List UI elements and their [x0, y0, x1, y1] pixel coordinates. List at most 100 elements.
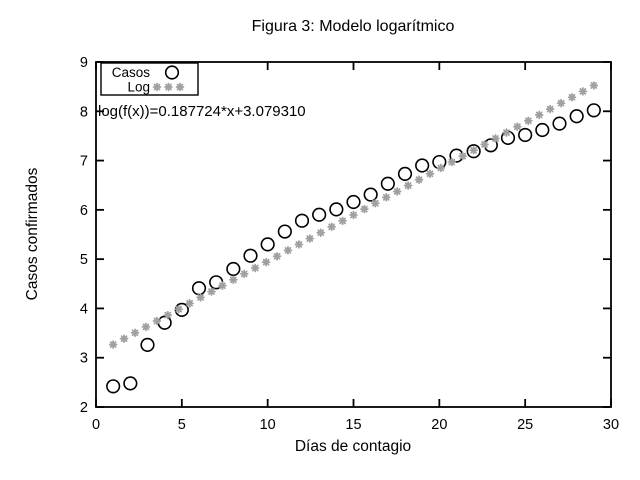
x-axis-label: Días de contagio — [295, 438, 411, 455]
legend-casos-marker-glyph — [164, 65, 180, 80]
x-tick-label: 0 — [92, 417, 100, 433]
casos-data-point — [380, 176, 395, 191]
log-data-point — [261, 257, 271, 267]
log-data-point — [392, 187, 402, 196]
log-data-point — [381, 193, 391, 202]
log-data-point — [239, 269, 249, 279]
casos-data-point — [346, 194, 361, 210]
log-data-point — [534, 110, 544, 120]
log-data-point — [294, 240, 304, 249]
log-data-point — [163, 310, 173, 320]
log-data-point — [567, 92, 577, 102]
log-data-point — [403, 181, 413, 190]
x-tick-label: 5 — [178, 417, 186, 433]
y-tick-label: 5 — [80, 252, 88, 268]
x-tick-label: 30 — [603, 417, 619, 433]
log-data-point — [174, 304, 184, 314]
log-series — [108, 81, 599, 349]
casos-data-point — [277, 224, 292, 239]
casos-data-point — [140, 337, 155, 353]
y-tick-label: 2 — [80, 400, 88, 416]
casos-data-point — [329, 202, 344, 217]
casos-data-point — [226, 261, 241, 277]
casos-data-point — [518, 127, 533, 143]
log-data-point — [447, 157, 457, 167]
log-data-point — [108, 340, 118, 349]
casos-data-point — [123, 376, 138, 391]
log-data-point — [480, 140, 489, 149]
x-tick-label: 15 — [345, 417, 361, 433]
log-data-point — [185, 299, 194, 308]
log-data-point — [436, 163, 446, 173]
casos-data-point — [157, 315, 172, 330]
log-data-point — [425, 169, 435, 179]
log-data-point — [360, 204, 369, 214]
legend-log-marker-glyph — [175, 82, 185, 92]
legend: Casos Log — [100, 62, 199, 96]
casos-data-point — [415, 158, 430, 173]
log-data-point — [578, 87, 588, 96]
log-data-point — [545, 104, 555, 114]
log-data-point — [218, 281, 227, 290]
casos-series — [106, 103, 601, 394]
log-data-point — [119, 334, 129, 343]
log-data-point — [458, 151, 468, 161]
log-data-point — [141, 322, 151, 332]
casos-data-point — [294, 213, 310, 228]
fit-equation-annotation: log(f(x))=0.187724*x+3.079310 — [98, 103, 306, 120]
chart-title: Figura 3: Modelo logarítmico — [252, 18, 455, 35]
legend-log-marker-glyph — [164, 82, 173, 92]
casos-data-point — [243, 248, 258, 263]
casos-data-point — [569, 109, 584, 124]
casos-data-point — [552, 116, 567, 131]
log-data-point — [513, 122, 522, 132]
log-data-point — [272, 251, 282, 261]
log-data-point — [491, 134, 500, 143]
y-axis-label: Casos confirmados — [24, 167, 41, 300]
legend-label-casos: Casos — [112, 65, 151, 80]
log-data-point — [589, 81, 599, 90]
casos-data-point — [106, 379, 121, 394]
legend-label-log: Log — [127, 80, 150, 95]
log-data-point — [502, 128, 511, 137]
log-data-point — [283, 246, 293, 255]
log-data-point — [305, 234, 315, 243]
log-data-point — [196, 293, 205, 302]
legend-log-marker-glyph — [152, 82, 162, 92]
y-tick-label: 4 — [80, 301, 88, 317]
log-data-point — [207, 287, 216, 296]
log-data-point — [556, 98, 566, 108]
x-tick-label: 10 — [260, 417, 276, 433]
y-tick-label: 6 — [80, 203, 88, 219]
log-data-point — [371, 198, 380, 208]
legend-log-marker — [152, 82, 185, 92]
y-tick-label: 3 — [80, 351, 88, 367]
log-data-point — [338, 216, 347, 226]
log-data-point — [316, 228, 326, 237]
y-tick-label: 8 — [80, 104, 88, 120]
log-data-point — [130, 328, 140, 338]
casos-data-point — [191, 281, 207, 296]
log-data-point — [523, 116, 533, 126]
y-tick-label: 9 — [80, 55, 88, 71]
casos-data-point — [466, 144, 481, 159]
casos-data-point — [312, 207, 327, 222]
casos-data-point — [260, 237, 275, 252]
log-data-point — [414, 175, 424, 184]
log-data-point — [229, 275, 238, 285]
casos-data-point — [535, 122, 550, 138]
casos-data-point — [397, 166, 413, 181]
log-data-point — [349, 210, 358, 220]
casos-data-point — [363, 187, 378, 202]
log-data-point — [469, 145, 478, 155]
casos-data-point — [586, 103, 601, 118]
log-data-point — [250, 263, 260, 273]
x-tick-label: 20 — [431, 417, 447, 433]
x-tick-label: 25 — [517, 417, 533, 433]
log-data-point — [327, 222, 336, 232]
log-data-point — [152, 316, 162, 326]
legend-casos-marker — [164, 65, 180, 80]
y-axis-ticks: 2 3 4 5 6 7 8 9 — [80, 55, 611, 416]
